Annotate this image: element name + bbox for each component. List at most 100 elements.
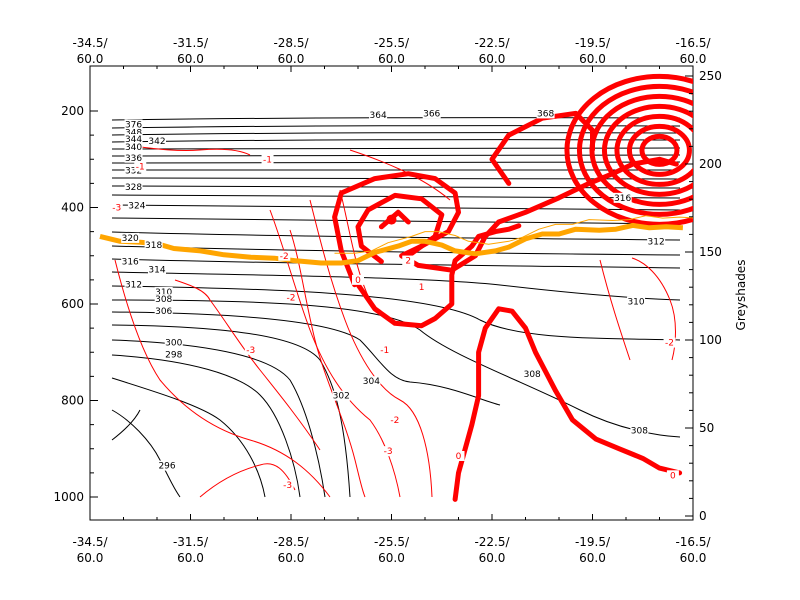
y-tick-label: 200 xyxy=(61,104,84,118)
x-tick-label-lon: -34.5/ xyxy=(72,535,108,549)
theta-label: 316 xyxy=(614,194,631,204)
theta-contour xyxy=(111,161,681,164)
pv-label-bg xyxy=(110,202,123,213)
theta-label: 364 xyxy=(370,111,387,121)
x-tick-label-lon: -25.5/ xyxy=(374,36,410,50)
pv-labels: 1 2 0 0 0 -1 -2 -3 -2 -3 -2 -3 -1 -2 -1 -3 xyxy=(110,154,679,491)
theta-label: 332 xyxy=(125,166,142,176)
pv-thick-ring xyxy=(576,83,693,217)
pv-label-bg xyxy=(134,161,147,172)
pv-label: -2 xyxy=(390,416,399,426)
pv-contour xyxy=(114,259,331,498)
y-tick-label: 800 xyxy=(61,394,84,408)
theta-label-bg xyxy=(124,165,143,176)
theta-label-bg xyxy=(627,296,646,307)
pv-contour xyxy=(339,189,371,301)
theta-label: 304 xyxy=(363,377,380,387)
x-tick-label-lon: -16.5/ xyxy=(675,535,711,549)
theta-contour xyxy=(111,231,681,241)
theta-label-bg xyxy=(121,256,140,267)
x-tick-label-lat: 60.0 xyxy=(479,52,506,66)
pv-thick-contour xyxy=(378,209,411,230)
theta-label: 342 xyxy=(148,137,165,147)
pv-contour xyxy=(349,149,451,201)
theta-label: 306 xyxy=(155,307,172,317)
theta-label-bg xyxy=(127,200,146,211)
pv-thick-ring xyxy=(589,93,693,207)
pv-label: -2 xyxy=(665,339,674,349)
theta-contour xyxy=(111,354,301,498)
tropopause xyxy=(99,215,693,266)
theta-label-bg xyxy=(523,368,542,379)
x-tick-label-lon: -34.5/ xyxy=(72,36,108,50)
pv-label: -3 xyxy=(384,447,393,457)
y-axis-left: 200 400 600 800 1000 xyxy=(53,104,98,504)
theta-label-bg xyxy=(124,152,143,163)
theta-label-bg xyxy=(613,192,632,203)
x-tick-label-lon: -16.5/ xyxy=(675,36,711,50)
x-axis-top: -34.5/60.0 -31.5/60.0 -28.5/60.0 -25.5/60.0… xyxy=(72,36,712,72)
theta-label: 344 xyxy=(125,135,142,145)
pv-label: -2 xyxy=(287,294,296,304)
theta-label: 310 xyxy=(627,298,644,308)
y2-tick-label: 0 xyxy=(699,509,707,523)
theta-label: 310 xyxy=(155,288,172,298)
pv-label-bg xyxy=(663,337,676,348)
theta-label: 308 xyxy=(631,426,648,436)
pv-thick-ring xyxy=(601,103,693,197)
y2-tick-label: 100 xyxy=(699,333,722,347)
theta-label-bg xyxy=(148,135,166,146)
theta-contour xyxy=(111,154,681,157)
theta-contour xyxy=(111,139,681,143)
theta-label-bg xyxy=(154,286,173,297)
x-tick-label-lon: -19.5/ xyxy=(575,535,611,549)
pv-label-bg xyxy=(281,479,294,490)
y2-tick-label: 50 xyxy=(699,421,714,435)
theta-label-bg xyxy=(154,306,173,317)
pv-label-bg xyxy=(352,274,364,285)
theta-label: 320 xyxy=(122,234,139,244)
theta-contour xyxy=(111,258,681,269)
theta-label: 376 xyxy=(125,121,142,131)
theta-label: 316 xyxy=(122,258,139,268)
pv-label-bg xyxy=(388,414,401,425)
theta-contour xyxy=(111,324,351,498)
y-tick-label: 1000 xyxy=(53,490,84,504)
theta-label-bg xyxy=(332,390,351,401)
x-tick-label-lon: -28.5/ xyxy=(273,36,309,50)
pv-contour xyxy=(124,144,251,156)
theta-label: 348 xyxy=(125,129,142,139)
y2-tick-label: 250 xyxy=(699,69,722,83)
pv-thick-ring xyxy=(614,113,693,187)
theta-label-bg xyxy=(369,109,388,120)
pv-label: -1 xyxy=(136,162,145,172)
theta-contour xyxy=(111,271,681,301)
x-tick-label-lat: 60.0 xyxy=(378,551,405,565)
theta-contour xyxy=(111,299,681,438)
theta-label: 300 xyxy=(165,339,182,349)
theta-label-bg xyxy=(148,264,166,275)
theta-label-bg xyxy=(144,240,163,251)
theta-contour xyxy=(111,409,181,498)
theta-label-bg xyxy=(124,119,143,130)
theta-contour xyxy=(111,125,681,129)
pv-label-bg xyxy=(244,344,257,355)
theta-label: 302 xyxy=(333,392,350,402)
pv-label: -3 xyxy=(246,346,255,356)
theta-label-bg xyxy=(422,108,441,119)
theta-label-bg xyxy=(536,108,555,119)
pv-label: -3 xyxy=(283,481,292,491)
theta-label-bg xyxy=(630,425,649,436)
pv-label: 0 xyxy=(670,471,676,481)
pv-contour xyxy=(289,229,366,498)
theta-contour xyxy=(111,285,681,341)
theta-label: 328 xyxy=(125,183,142,193)
pv-label-bg xyxy=(666,470,679,481)
theta-label: 324 xyxy=(128,202,145,212)
theta-label-bg xyxy=(164,349,183,360)
theta-contour xyxy=(111,409,141,441)
theta-label-bg xyxy=(647,236,666,247)
theta-label-bg xyxy=(124,142,143,153)
